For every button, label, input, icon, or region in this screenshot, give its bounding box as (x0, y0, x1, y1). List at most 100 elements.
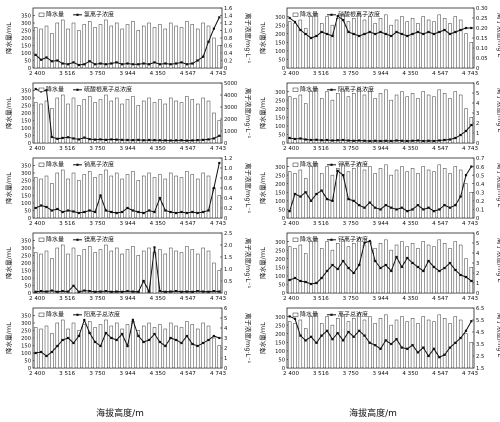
x-tick-label: 3 516 (313, 71, 329, 77)
precip-bar (66, 28, 70, 69)
precip-bar (298, 19, 303, 69)
ion-point (191, 62, 194, 65)
ion-point (336, 14, 339, 18)
left-tick-label: 300 (275, 90, 285, 96)
precip-bar (346, 21, 351, 69)
precip-bar (426, 19, 431, 69)
right-tick-label: 0.6 (224, 44, 232, 50)
precip-bar (201, 97, 205, 144)
ion-point (169, 63, 172, 66)
precip-bar (330, 324, 335, 369)
ion-point (293, 192, 297, 196)
precip-bar (147, 22, 151, 69)
ion-point (352, 32, 355, 36)
precip-bar (158, 24, 162, 69)
legend-line-marker (76, 88, 79, 91)
precip-bar (421, 91, 425, 144)
ion-point (368, 201, 371, 204)
ion-point (411, 32, 414, 36)
legend-bar-label: 降水量 (46, 310, 64, 318)
ion-point (315, 138, 318, 141)
precip-bar (206, 250, 211, 294)
left-tick-label: 250 (21, 179, 31, 185)
right-tick-label: 6 (476, 231, 479, 237)
precip-bar (217, 120, 222, 144)
ion-point (363, 32, 366, 36)
ion-point (67, 336, 70, 340)
ion-point (158, 289, 161, 293)
precip-bar (131, 21, 135, 69)
right-tick-label: 3.5 (476, 342, 484, 348)
right-tick-label: 0 (224, 216, 227, 222)
left-tick-label: 200 (275, 32, 285, 38)
right-tick-label: 5 (476, 91, 479, 97)
x-tick-label: 4 547 (432, 71, 448, 77)
precip-bar (421, 241, 425, 294)
x-tick-label: 4 547 (180, 296, 196, 302)
precip-bar (163, 103, 168, 144)
precip-bar (33, 252, 38, 294)
precip-bar (212, 37, 216, 69)
ion-point (400, 346, 403, 349)
precip-bar (195, 253, 200, 294)
precip-bar (309, 316, 313, 369)
ion-point (45, 56, 48, 59)
ion-point (185, 290, 188, 293)
ion-point (40, 58, 43, 61)
ion-point (422, 269, 425, 273)
ion-point (470, 165, 473, 168)
ion-point (67, 63, 70, 66)
ion-point (121, 290, 124, 293)
ion-point (352, 139, 355, 142)
precip-bar (195, 178, 200, 219)
ion-point (34, 351, 37, 355)
precip-bar (195, 103, 200, 144)
precip-bar (304, 328, 308, 369)
precip-bar (389, 324, 393, 369)
left-tick-label: 100 (275, 199, 285, 205)
precip-bar (325, 166, 329, 219)
right-axis-title: 离子浓度/mg·L⁻¹ (244, 313, 253, 364)
ion-point (94, 138, 97, 141)
ion-point (34, 206, 37, 210)
precip-bar (179, 327, 184, 369)
ion-point (56, 207, 59, 211)
ion-point (368, 139, 371, 143)
ion-point (137, 63, 140, 66)
precip-bar (109, 25, 114, 69)
ion-point (94, 63, 97, 66)
precip-bar (421, 316, 425, 369)
precip-bar (357, 312, 361, 369)
x-tick-label: 3 944 (119, 371, 135, 377)
right-tick-label: 5 (224, 316, 227, 322)
ion-point (395, 338, 398, 341)
right-tick-label: 0.4 (476, 182, 485, 188)
precip-bar (217, 345, 222, 369)
ion-point (104, 331, 107, 335)
ion-point (77, 211, 80, 215)
precip-bar (373, 98, 377, 144)
ion-point (61, 136, 64, 140)
ion-point (368, 239, 371, 243)
right-tick-label: 0.3 (476, 190, 484, 196)
ion-point (207, 338, 210, 342)
ion-point (427, 139, 430, 142)
ion-point (293, 317, 297, 320)
ion-point (169, 290, 172, 293)
left-tick-label: 150 (21, 344, 31, 350)
left-tick-label: 50 (24, 359, 31, 365)
ion-point (115, 138, 118, 141)
x-tick-label: 4 743 (462, 221, 478, 227)
precip-bar (33, 102, 38, 144)
precip-bar (217, 45, 222, 69)
ion-point (61, 338, 64, 342)
ion-point (384, 32, 387, 36)
precip-bar (217, 270, 222, 294)
left-axis-title: 降水量/mL (4, 172, 13, 204)
ion-point (470, 26, 473, 30)
precip-bar (77, 105, 81, 144)
ion-point (299, 195, 302, 198)
ion-point (104, 63, 107, 66)
precip-bar (314, 237, 319, 294)
ion-point (288, 278, 291, 282)
